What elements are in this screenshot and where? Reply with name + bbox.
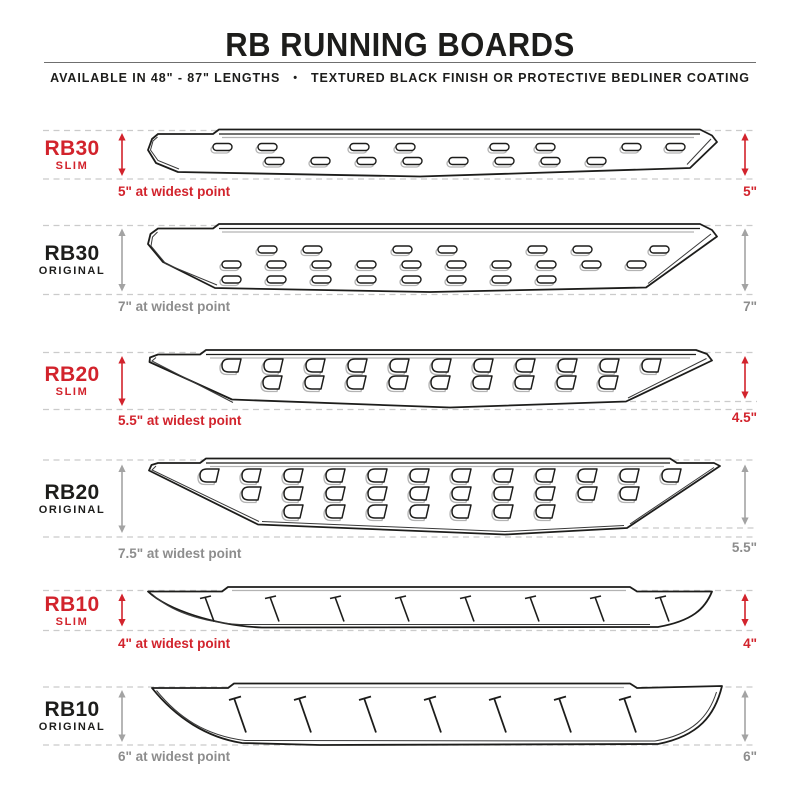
right-height-value: 6" — [743, 749, 757, 764]
board-outline-rb10-slim — [147, 586, 713, 629]
widest-point-caption: 7" at widest point — [118, 299, 231, 314]
page-title: RB RUNNING BOARDS — [225, 26, 575, 64]
model-name: RB30 — [44, 242, 100, 265]
widest-point-caption: 7.5" at widest point — [118, 546, 242, 561]
model-variant: SLIM — [55, 159, 89, 172]
right-height-value: 4" — [743, 636, 757, 651]
board-row-rb30-slim — [43, 128, 757, 180]
widest-point-caption: 5.5" at widest point — [118, 413, 242, 428]
board-row-rb10-original — [43, 682, 757, 746]
widest-point-caption: 6" at widest point — [118, 749, 231, 764]
board-outline-rb30-slim — [147, 128, 718, 178]
bullet-separator: • — [293, 72, 298, 84]
board-row-rb20-slim — [43, 349, 757, 411]
label-rb20-slim: RB20 SLIM — [14, 352, 130, 409]
widest-point-caption: 5" at widest point — [118, 184, 231, 199]
label-rb20-original: RB20 ORIGINAL — [14, 460, 130, 537]
board-row-rb20-original — [43, 457, 757, 538]
right-height-value: 4.5" — [731, 410, 757, 425]
subtitle: AVAILABLE IN 48" - 87" LENGTHS • TEXTURED … — [0, 71, 800, 85]
label-rb10-original: RB10 ORIGINAL — [14, 687, 130, 745]
board-row-rb30-original — [43, 223, 757, 296]
board-outline-rb30-original — [147, 223, 718, 293]
subtitle-lengths: AVAILABLE IN 48" - 87" LENGTHS — [50, 71, 281, 85]
board-outline-rb10-original — [151, 682, 723, 746]
model-name: RB30 — [44, 136, 100, 160]
label-rb30-original: RB30 ORIGINAL — [14, 225, 130, 295]
model-name: RB10 — [44, 592, 100, 616]
model-variant: SLIM — [55, 615, 89, 628]
widest-point-caption: 4" at widest point — [118, 636, 231, 651]
model-name: RB20 — [44, 480, 100, 504]
model-variant: ORIGINAL — [38, 265, 106, 277]
header-divider — [44, 62, 756, 63]
subtitle-finish: TEXTURED BLACK FINISH OR PROTECTIVE BEDL… — [310, 71, 750, 85]
board-row-rb10-slim — [43, 586, 757, 632]
model-name: RB10 — [44, 698, 100, 721]
model-variant: ORIGINAL — [38, 503, 106, 516]
label-rb30-slim: RB30 SLIM — [14, 130, 130, 179]
model-variant: ORIGINAL — [38, 721, 106, 733]
model-variant: SLIM — [55, 385, 89, 398]
right-height-value: 5" — [743, 184, 757, 199]
right-height-value: 7" — [743, 299, 757, 314]
right-height-value: 5.5" — [731, 540, 757, 555]
label-rb10-slim: RB10 SLIM — [14, 590, 130, 631]
model-name: RB20 — [44, 362, 100, 386]
